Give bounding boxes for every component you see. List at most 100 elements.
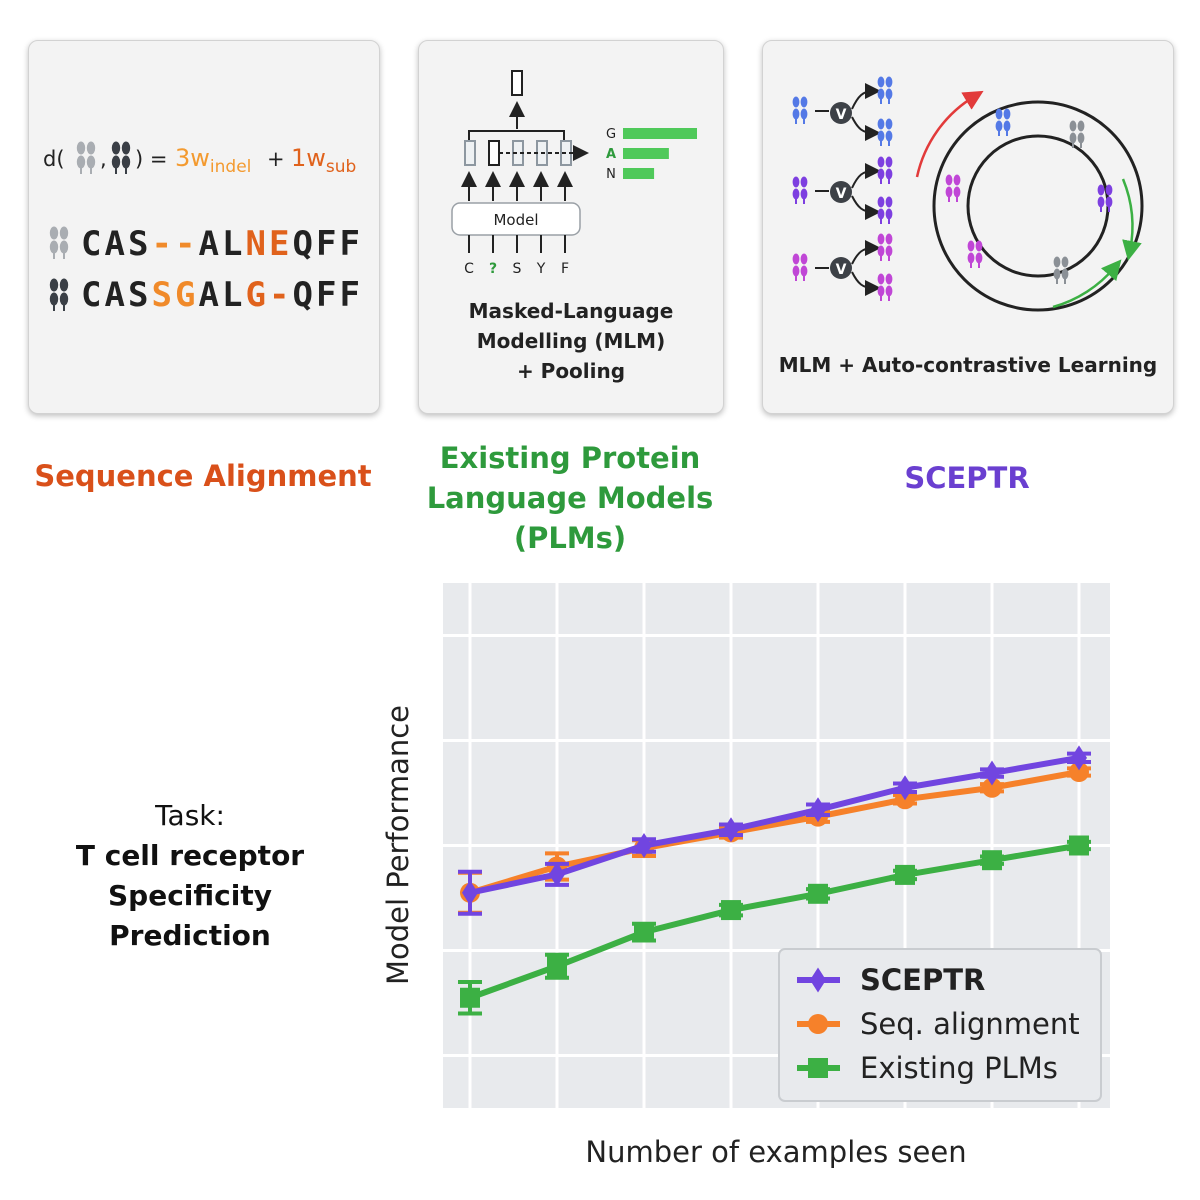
sceptr-graphic: V V V <box>779 76 1157 377</box>
pooled-output-box <box>511 70 523 96</box>
data-point <box>460 987 480 1008</box>
augmentation-row-1: V <box>792 76 893 146</box>
formula-close: ) = <box>135 147 167 171</box>
legend-label: Seq. alignment <box>860 1007 1080 1041</box>
sequence-alignment-caption: Sequence Alignment <box>34 459 372 493</box>
legend: SCEPTR Seq. alignment Existing PLMs <box>778 948 1102 1102</box>
alignment-char: C <box>81 275 101 315</box>
alignment-char: - <box>175 224 195 264</box>
legend-box <box>778 948 1102 1102</box>
data-point <box>1069 835 1089 856</box>
alignment-char: - <box>152 224 172 264</box>
alignment-char: S <box>128 224 148 264</box>
embedding-arrows <box>461 171 573 201</box>
output-token: A <box>606 147 616 162</box>
data-point <box>547 956 567 977</box>
series-line <box>469 754 1080 896</box>
series-diamond <box>458 745 1091 916</box>
alignment-char: - <box>269 275 289 315</box>
task-heading: Task: <box>155 799 225 832</box>
formula-term1: 3windel <box>175 144 251 177</box>
series-line <box>468 842 1080 1001</box>
plm-title-line-2: Modelling (MLM) <box>477 329 665 353</box>
sceptr-caption: SCEPTR <box>904 461 1030 495</box>
alignment-char: A <box>199 275 219 315</box>
data-point <box>634 922 654 943</box>
data-point <box>984 760 1000 786</box>
augmentation-row-2: V <box>792 156 893 224</box>
data-point <box>636 833 652 858</box>
data-point <box>897 775 913 801</box>
alignment-char: F <box>340 275 360 315</box>
task-line-2: Specificity <box>108 879 272 912</box>
attract-arrow-1 <box>1121 178 1142 261</box>
attract-arrow-2 <box>1052 259 1122 309</box>
y-axis-label: Model Performance <box>381 705 415 985</box>
formula-prefix: d( <box>43 147 65 171</box>
alignment-char: S <box>128 275 148 315</box>
repel-arrow <box>915 90 984 178</box>
augmentation-row-3: V <box>792 233 893 301</box>
series-layer <box>458 745 1091 1016</box>
operator-v-3: V <box>836 262 847 278</box>
legend-swatch-marker <box>808 1014 828 1034</box>
task-label: Task: T cell receptor Specificity Predic… <box>40 796 340 956</box>
output-probability-bar <box>623 148 669 159</box>
alignment-char: Q <box>293 224 313 264</box>
input-tokens: C? S Y F <box>464 261 569 277</box>
model-label: Model <box>493 211 538 229</box>
pool-bracket <box>468 130 565 141</box>
plm-caption-line-1: Existing Protein <box>439 441 701 475</box>
alignment-char: G <box>175 275 195 315</box>
alignment-char: S <box>152 275 172 315</box>
data-point <box>982 777 1002 798</box>
plm-caption: Existing Protein Language Models (PLMs) <box>370 438 770 558</box>
alignment-char: C <box>81 224 101 264</box>
alignment-char: A <box>105 224 125 264</box>
operator-v-1: V <box>836 107 847 123</box>
output-token: G <box>606 127 616 142</box>
input-token: S <box>513 261 522 277</box>
alignment-char: L <box>222 275 242 315</box>
legend-label: SCEPTR <box>860 963 985 997</box>
data-point <box>810 797 826 823</box>
token-box-1 <box>464 140 476 166</box>
alignment-char: F <box>340 224 360 264</box>
task-line-3: Prediction <box>109 919 271 952</box>
sceptr-panel: V V V <box>762 40 1174 414</box>
alignment-char: A <box>199 224 219 264</box>
alignment-char: F <box>316 275 336 315</box>
x-axis-label: Number of examples seen <box>585 1135 966 1169</box>
data-point <box>982 850 1002 871</box>
output-probability-bar <box>623 128 697 139</box>
data-point <box>462 880 478 906</box>
input-token: ? <box>489 261 497 277</box>
series-square <box>458 835 1091 1016</box>
data-point <box>1071 745 1087 771</box>
output-token: N <box>606 167 616 182</box>
data-point <box>721 900 741 921</box>
output-distribution: GAN <box>606 127 697 182</box>
legend-label: Existing PLMs <box>860 1051 1058 1085</box>
plm-graphic: Model C? S Y F GAN Masked-Language Modellin… <box>451 70 697 383</box>
alignment-char: E <box>269 224 289 264</box>
data-point <box>549 861 565 887</box>
plm-caption-line-2: Language Models (PLMs) <box>426 481 714 555</box>
series-line <box>469 769 1080 896</box>
alignment-char: Q <box>293 275 313 315</box>
data-point <box>895 864 915 885</box>
input-lines <box>468 235 566 253</box>
embedding-ring-outer <box>932 100 1144 312</box>
input-token: F <box>561 261 569 277</box>
input-token: C <box>464 261 474 277</box>
alignment-char: A <box>105 275 125 315</box>
formula-sep: , <box>100 147 107 171</box>
plm-title-line-3: + Pooling <box>517 359 625 383</box>
formula-term2: 1wsub <box>291 144 356 177</box>
operator-v-2: V <box>836 186 847 202</box>
